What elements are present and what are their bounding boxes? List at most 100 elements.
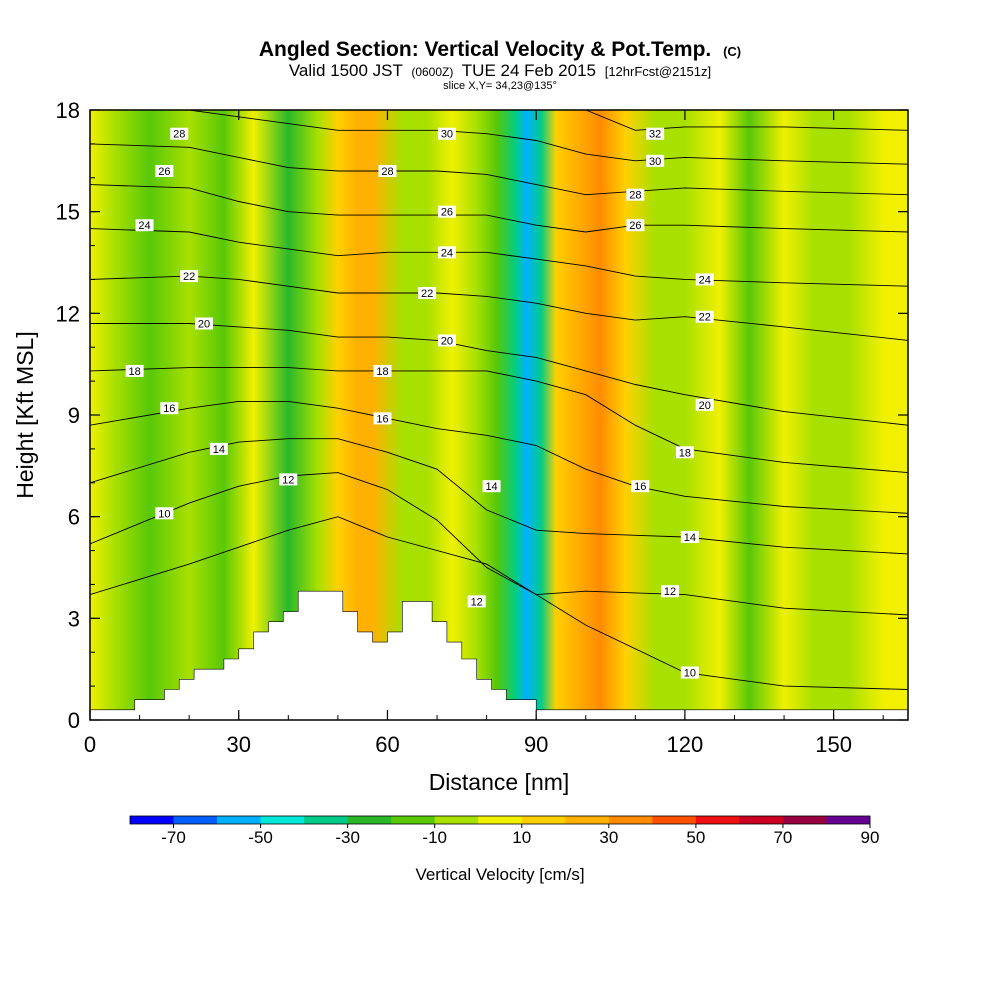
x-tick-label: 90 <box>524 732 548 757</box>
svg-text:12: 12 <box>471 596 483 608</box>
isentrope-label-16: 16 <box>160 402 179 415</box>
svg-text:16: 16 <box>376 413 388 425</box>
colorbar-swatch <box>521 816 566 824</box>
isentrope-lines <box>90 110 908 690</box>
svg-text:20: 20 <box>699 400 711 412</box>
slice-label: slice X,Y= 34,23@135° <box>443 80 557 92</box>
svg-text:14: 14 <box>213 444 225 456</box>
svg-text:10: 10 <box>158 508 170 520</box>
colorbar-swatch <box>565 816 610 824</box>
x-axis-title: Distance [nm] <box>429 769 570 795</box>
isentrope-label-16: 16 <box>631 480 650 493</box>
colorbar-label: 90 <box>861 828 880 847</box>
isentrope-label-24: 24 <box>135 219 154 232</box>
isentrope-label-28: 28 <box>626 188 645 202</box>
colorbar-swatch <box>652 816 697 824</box>
svg-text:32: 32 <box>649 129 661 141</box>
subtitle-forecast: [12hrFcst@2151z] <box>605 64 711 79</box>
colorbar-title: Vertical Velocity [cm/s] <box>415 865 584 884</box>
y-tick-label: 15 <box>56 200 80 225</box>
svg-text:16: 16 <box>634 481 646 493</box>
svg-text:30: 30 <box>441 129 453 141</box>
subtitle-utc-time: (0600Z) <box>411 65 453 79</box>
isentrope-label-22: 22 <box>418 287 437 300</box>
isentrope-line-18 <box>90 367 908 474</box>
isentrope-label-26: 26 <box>626 219 645 232</box>
x-tick-label: 0 <box>84 732 96 757</box>
chart-subtitle: Valid 1500 JST (0600Z) TUE 24 Feb 2015 [… <box>289 61 711 80</box>
y-tick-label: 9 <box>68 403 80 428</box>
y-tick-label: 0 <box>68 708 80 733</box>
colorbar <box>129 815 871 825</box>
isentrope-label-14: 14 <box>209 442 228 456</box>
colorbar-swatch <box>260 816 305 824</box>
colorbar-label: 70 <box>773 828 792 847</box>
isentrope-label-30: 30 <box>437 127 456 141</box>
isentrope-label-26: 26 <box>155 165 174 178</box>
chart-title-text: Angled Section: Vertical Velocity & Pot.… <box>259 38 711 61</box>
svg-text:22: 22 <box>183 271 195 283</box>
isentrope-label-12: 12 <box>661 585 680 598</box>
colorbar-swatch <box>217 816 261 824</box>
isentrope-label-10: 10 <box>680 666 699 680</box>
y-tick-label: 3 <box>68 606 80 631</box>
colorbar-swatch <box>695 816 740 824</box>
isentrope-label-18: 18 <box>675 446 694 459</box>
svg-text:10: 10 <box>684 668 696 680</box>
y-tick-label: 18 <box>56 98 80 123</box>
isentrope-label-12: 12 <box>467 595 486 608</box>
svg-text:18: 18 <box>679 447 691 459</box>
svg-text:12: 12 <box>282 474 294 486</box>
svg-text:22: 22 <box>699 312 711 324</box>
terrain <box>90 590 908 720</box>
svg-text:30: 30 <box>649 156 661 168</box>
svg-text:24: 24 <box>699 274 711 286</box>
colorbar-label: -50 <box>248 828 273 847</box>
isentrope-label-10: 10 <box>155 507 174 520</box>
isentrope-label-20: 20 <box>695 398 714 412</box>
colorbar-label: 30 <box>599 828 618 847</box>
isentrope-label-30: 30 <box>646 154 665 168</box>
isentrope-label-12: 12 <box>279 473 298 486</box>
svg-text:12: 12 <box>664 586 676 598</box>
isentrope-label-14: 14 <box>482 480 501 493</box>
svg-text:28: 28 <box>381 166 393 178</box>
isentrope-label-28: 28 <box>378 165 397 178</box>
x-tick-label: 60 <box>375 732 399 757</box>
x-tick-label: 150 <box>815 732 852 757</box>
isentrope-label-26: 26 <box>437 205 456 219</box>
isentrope-label-32: 32 <box>646 127 665 141</box>
isentrope-label-22: 22 <box>695 310 714 324</box>
colorbar-swatch <box>391 816 436 824</box>
isentrope-line-24 <box>90 228 908 287</box>
isentrope-line-20 <box>90 323 908 426</box>
isentrope-label-24: 24 <box>695 273 714 286</box>
svg-text:26: 26 <box>629 220 641 232</box>
chart-title: Angled Section: Vertical Velocity & Pot.… <box>259 38 741 61</box>
svg-text:14: 14 <box>684 532 696 544</box>
colorbar-label: 50 <box>686 828 705 847</box>
svg-text:28: 28 <box>173 129 185 141</box>
isentrope-label-18: 18 <box>373 364 392 378</box>
colorbar-swatch <box>478 816 523 824</box>
isentrope-line-10 <box>90 516 908 690</box>
subtitle-date: TUE 24 Feb 2015 <box>462 61 596 80</box>
isentrope-label-22: 22 <box>180 270 199 283</box>
colorbar-swatch <box>782 816 827 824</box>
svg-text:28: 28 <box>629 190 641 202</box>
isentrope-line-28 <box>90 143 908 196</box>
svg-text:20: 20 <box>198 319 210 331</box>
y-axis-title: Height [Kft MSL] <box>12 331 38 498</box>
isentrope-line-30 <box>176 110 908 165</box>
isentrope-label-16: 16 <box>373 412 392 425</box>
colorbar-swatch <box>347 816 392 824</box>
isentrope-label-20: 20 <box>437 334 456 347</box>
y-tick-label: 6 <box>68 505 80 530</box>
svg-text:18: 18 <box>128 366 140 378</box>
svg-text:14: 14 <box>485 481 497 493</box>
colorbar-label: -70 <box>161 828 186 847</box>
colorbar-label: 10 <box>512 828 531 847</box>
velocity-field <box>90 110 908 720</box>
svg-text:26: 26 <box>441 207 453 219</box>
